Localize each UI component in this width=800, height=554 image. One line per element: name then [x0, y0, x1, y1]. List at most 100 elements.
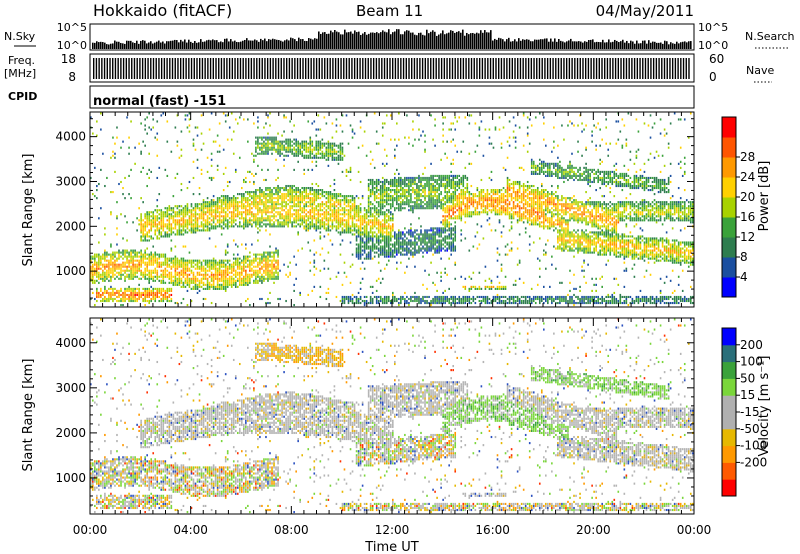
power-cell	[253, 199, 255, 201]
power-cell	[175, 221, 177, 223]
power-cell	[277, 268, 279, 270]
power-cell	[271, 197, 273, 199]
power-cell	[303, 203, 305, 205]
freq-bar	[474, 58, 475, 79]
power-cell	[167, 233, 169, 235]
power-cell	[275, 272, 277, 274]
power-cell	[410, 298, 412, 300]
power-cell	[243, 219, 245, 221]
power-cell	[265, 209, 267, 211]
power-cell	[384, 239, 386, 241]
power-cell	[213, 195, 215, 197]
power-cell	[110, 254, 112, 256]
power-cell	[171, 278, 173, 280]
power-cell	[406, 195, 408, 197]
power-cell	[217, 209, 219, 211]
power-cell	[98, 258, 100, 260]
power-cell	[410, 243, 412, 245]
power-cell	[382, 189, 384, 191]
power-cell	[398, 233, 400, 235]
power-cell	[362, 145, 364, 147]
freq-bar	[194, 58, 195, 79]
nsky-bar	[662, 44, 664, 49]
power-cell	[374, 181, 376, 183]
power-cell	[217, 151, 219, 153]
power-cell	[173, 266, 175, 268]
power-cell	[412, 300, 414, 302]
power-cell	[322, 225, 324, 227]
nsky-bar	[238, 42, 240, 49]
nsky-bar	[438, 35, 440, 49]
power-cell	[217, 272, 219, 274]
freq-bar	[468, 58, 469, 79]
power-cell	[263, 205, 265, 207]
power-cell	[239, 223, 241, 225]
power-cell	[108, 296, 110, 298]
power-cell	[295, 199, 297, 201]
power-cell	[185, 207, 187, 209]
power-cell	[146, 294, 148, 296]
power-cell	[114, 270, 116, 272]
nsky-bar	[508, 38, 510, 49]
power-cell	[227, 280, 229, 282]
power-cell	[305, 147, 307, 149]
power-cell	[225, 274, 227, 276]
power-cell	[211, 302, 213, 304]
power-cell	[108, 268, 110, 270]
freq-bar	[232, 58, 233, 79]
power-cell	[249, 262, 251, 264]
power-cell	[233, 282, 235, 284]
power-cell	[158, 237, 160, 239]
nsky-bar	[556, 42, 558, 49]
power-cell	[169, 276, 171, 278]
power-cell	[356, 239, 358, 241]
power-cell	[193, 288, 195, 290]
power-cell	[249, 203, 251, 205]
power-cell	[271, 209, 273, 211]
power-cell	[269, 205, 271, 207]
nsky-bar	[512, 41, 514, 49]
freq-bar	[180, 58, 181, 79]
power-cell	[287, 215, 289, 217]
power-cell	[124, 177, 126, 179]
power-cell	[253, 193, 255, 195]
power-cell	[330, 145, 332, 147]
power-cell	[322, 195, 324, 197]
power-cell	[122, 193, 124, 195]
power-cell	[299, 215, 301, 217]
power-cell	[124, 278, 126, 280]
power-cell	[320, 219, 322, 221]
power-cell	[211, 227, 213, 229]
power-cell	[261, 139, 263, 141]
power-cell	[414, 231, 416, 233]
power-cell	[183, 213, 185, 215]
power-cell	[281, 209, 283, 211]
power-cell	[175, 245, 177, 247]
power-cell	[315, 223, 317, 225]
power-cell	[179, 231, 181, 233]
power-cell	[211, 165, 213, 167]
power-cell	[241, 243, 243, 245]
power-cell	[311, 207, 313, 209]
power-cell	[195, 203, 197, 205]
power-cell	[271, 149, 273, 151]
power-cell	[183, 286, 185, 288]
power-cell	[322, 189, 324, 191]
power-cell	[225, 290, 227, 292]
power-cell	[152, 280, 154, 282]
freq-bar	[142, 58, 143, 79]
power-cell	[273, 282, 275, 284]
power-cell	[382, 183, 384, 185]
power-cell	[191, 227, 193, 229]
power-cell	[120, 272, 122, 274]
power-cell	[382, 227, 384, 229]
power-cell	[350, 298, 352, 300]
power-cell	[318, 153, 320, 155]
freq-bar	[362, 58, 363, 79]
freq-bar	[563, 58, 564, 79]
power-cell	[120, 256, 122, 258]
power-cell	[173, 207, 175, 209]
power-cell	[181, 155, 183, 157]
power-cell	[386, 239, 388, 241]
power-cell	[142, 235, 144, 237]
